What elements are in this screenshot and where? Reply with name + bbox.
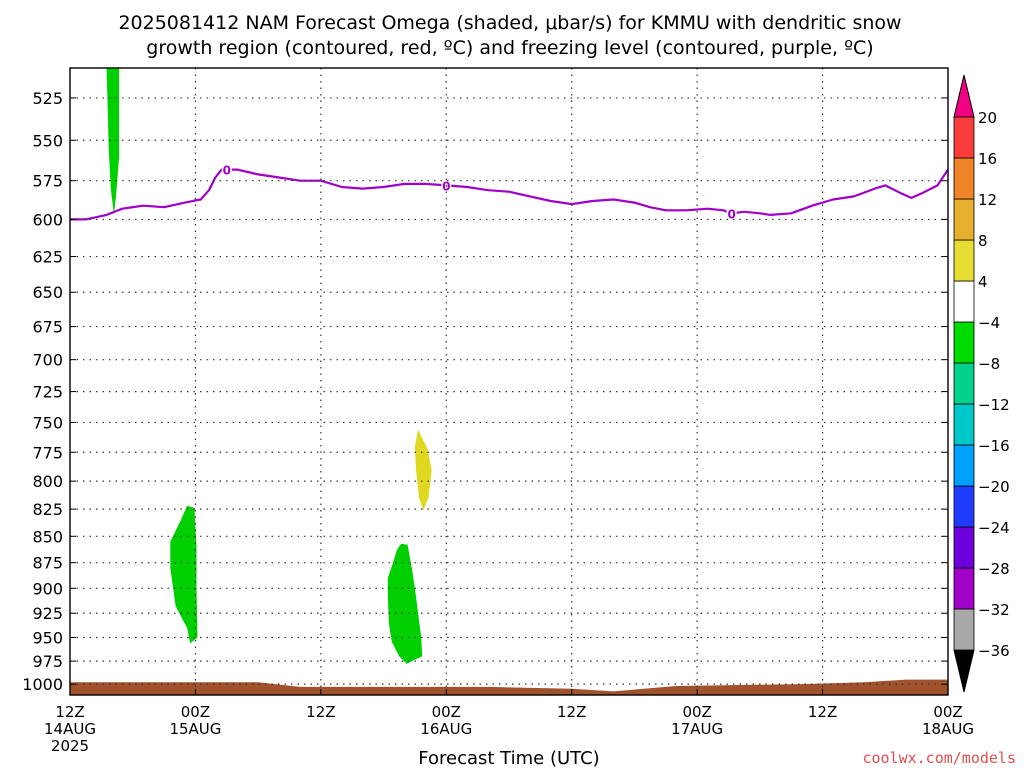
y-tick-label-825: 825 bbox=[32, 500, 63, 519]
y-tick-label-800: 800 bbox=[32, 472, 63, 491]
x-tick-label-2-line1: 12Z bbox=[306, 703, 335, 721]
colorbar-label-5: −4 bbox=[978, 314, 1000, 332]
surface-fill bbox=[70, 679, 948, 695]
x-tick-label-6-line1: 12Z bbox=[808, 703, 837, 721]
y-tick-label-950: 950 bbox=[32, 628, 63, 647]
freezing-label-bg-1 bbox=[441, 178, 452, 192]
y-tick-label-600: 600 bbox=[32, 210, 63, 229]
colorbar-box-10 bbox=[953, 198, 975, 241]
plot-frame bbox=[69, 67, 949, 696]
y-tick-label-1000: 1000 bbox=[22, 675, 63, 694]
y-axis: 525 550 575 600 625 650 675 700 725 750 775 800 825 8… bbox=[22, 89, 948, 694]
colorbar-label-10: −24 bbox=[978, 519, 1010, 537]
y-tick-label-725: 725 bbox=[32, 383, 63, 402]
x-axis-label: Forecast Time (UTC) bbox=[418, 748, 599, 768]
grid-lines bbox=[70, 68, 948, 695]
colorbar-box-11 bbox=[953, 157, 975, 200]
x-tick-label-3-line2: 16AUG bbox=[420, 720, 472, 738]
colorbar-label-12: −32 bbox=[978, 601, 1010, 619]
colorbar-box-4 bbox=[953, 444, 975, 487]
colorbar-box-9 bbox=[953, 239, 975, 282]
colorbar-box-7 bbox=[953, 321, 975, 364]
colorbar-box-3 bbox=[953, 485, 975, 528]
colorbar-label-1: 16 bbox=[978, 150, 997, 168]
y-tick-label-775: 775 bbox=[32, 443, 63, 462]
colorbar-label-0: 20 bbox=[978, 109, 997, 127]
omega-region-3 bbox=[387, 543, 423, 664]
x-tick-label-5-line2: 17AUG bbox=[671, 720, 723, 738]
colorbar-label-11: −28 bbox=[978, 560, 1010, 578]
omega-region-0 bbox=[106, 68, 120, 215]
y-tick-label-700: 700 bbox=[32, 351, 63, 370]
colorbar-box-12 bbox=[953, 116, 975, 159]
y-tick-label-675: 675 bbox=[32, 318, 63, 337]
x-tick-label-1-line1: 00Z bbox=[181, 703, 210, 721]
colorbar-label-8: −16 bbox=[978, 437, 1010, 455]
y-tick-label-975: 975 bbox=[32, 652, 63, 671]
colorbar-triangle-high bbox=[953, 74, 975, 118]
y-tick-label-850: 850 bbox=[32, 527, 63, 546]
x-tick-label-7-line2: 18AUG bbox=[922, 720, 974, 738]
x-tick-label-1-line2: 15AUG bbox=[169, 720, 221, 738]
y-tick-label-525: 525 bbox=[32, 89, 63, 108]
freezing-level-label-2: 0 bbox=[727, 207, 735, 221]
colorbar-label-9: −20 bbox=[978, 478, 1010, 496]
y-tick-label-900: 900 bbox=[32, 579, 63, 598]
freezing-label-bg-0 bbox=[221, 162, 232, 176]
plot-area: 0005255505756006256506757007257507758008… bbox=[22, 67, 1010, 755]
x-tick-label-3-line1: 00Z bbox=[432, 703, 461, 721]
colorbar-label-4: 4 bbox=[978, 273, 988, 291]
colorbar-label-3: 8 bbox=[978, 232, 988, 250]
colorbar-box-6 bbox=[953, 362, 975, 405]
colorbar-box-1 bbox=[953, 567, 975, 610]
y-tick-label-550: 550 bbox=[32, 131, 63, 150]
chart-title-line1: 2025081412 NAM Forecast Omega (shaded, μ… bbox=[118, 12, 901, 34]
omega-region-1 bbox=[170, 505, 198, 644]
freezing-level-label-0: 0 bbox=[223, 164, 231, 178]
y-tick-label-625: 625 bbox=[32, 248, 63, 267]
x-tick-label-0-line1: 12Z bbox=[55, 703, 84, 721]
y-tick-label-925: 925 bbox=[32, 604, 63, 623]
x-tick-label-0-line3: 2025 bbox=[51, 737, 89, 755]
y-tick-label-750: 750 bbox=[32, 413, 63, 432]
colorbar-label-2: 12 bbox=[978, 191, 997, 209]
y-tick-label-575: 575 bbox=[32, 172, 63, 191]
freezing-label-bg-2 bbox=[726, 206, 737, 220]
y-tick-label-875: 875 bbox=[32, 554, 63, 573]
x-tick-label-0-line2: 14AUG bbox=[44, 720, 96, 738]
colorbar-box-8 bbox=[953, 280, 975, 323]
chart-title-line2: growth region (contoured, red, ºC) and f… bbox=[146, 37, 873, 59]
colorbar-triangle-low bbox=[953, 649, 975, 693]
colorbar-box-5 bbox=[953, 403, 975, 446]
credit-text: coolwx.com/models bbox=[862, 749, 1016, 767]
colorbar-box-0 bbox=[953, 608, 975, 651]
colorbar-label-7: −12 bbox=[978, 396, 1010, 414]
colorbar-box-2 bbox=[953, 526, 975, 569]
x-tick-label-4-line1: 12Z bbox=[557, 703, 586, 721]
y-tick-label-650: 650 bbox=[32, 283, 63, 302]
plot-shading: 000 bbox=[70, 68, 948, 695]
x-tick-label-7-line1: 00Z bbox=[933, 703, 962, 721]
freezing-level-line bbox=[70, 168, 948, 221]
colorbar-label-13: −36 bbox=[978, 642, 1010, 660]
omega-region-2 bbox=[414, 429, 432, 511]
x-tick-label-5-line1: 00Z bbox=[682, 703, 711, 721]
colorbar: 20 16 12 8 4 −4 −8 −12 −16 −20 −24 −28 −32 −36 bbox=[953, 74, 1010, 693]
colorbar-label-6: −8 bbox=[978, 355, 1000, 373]
